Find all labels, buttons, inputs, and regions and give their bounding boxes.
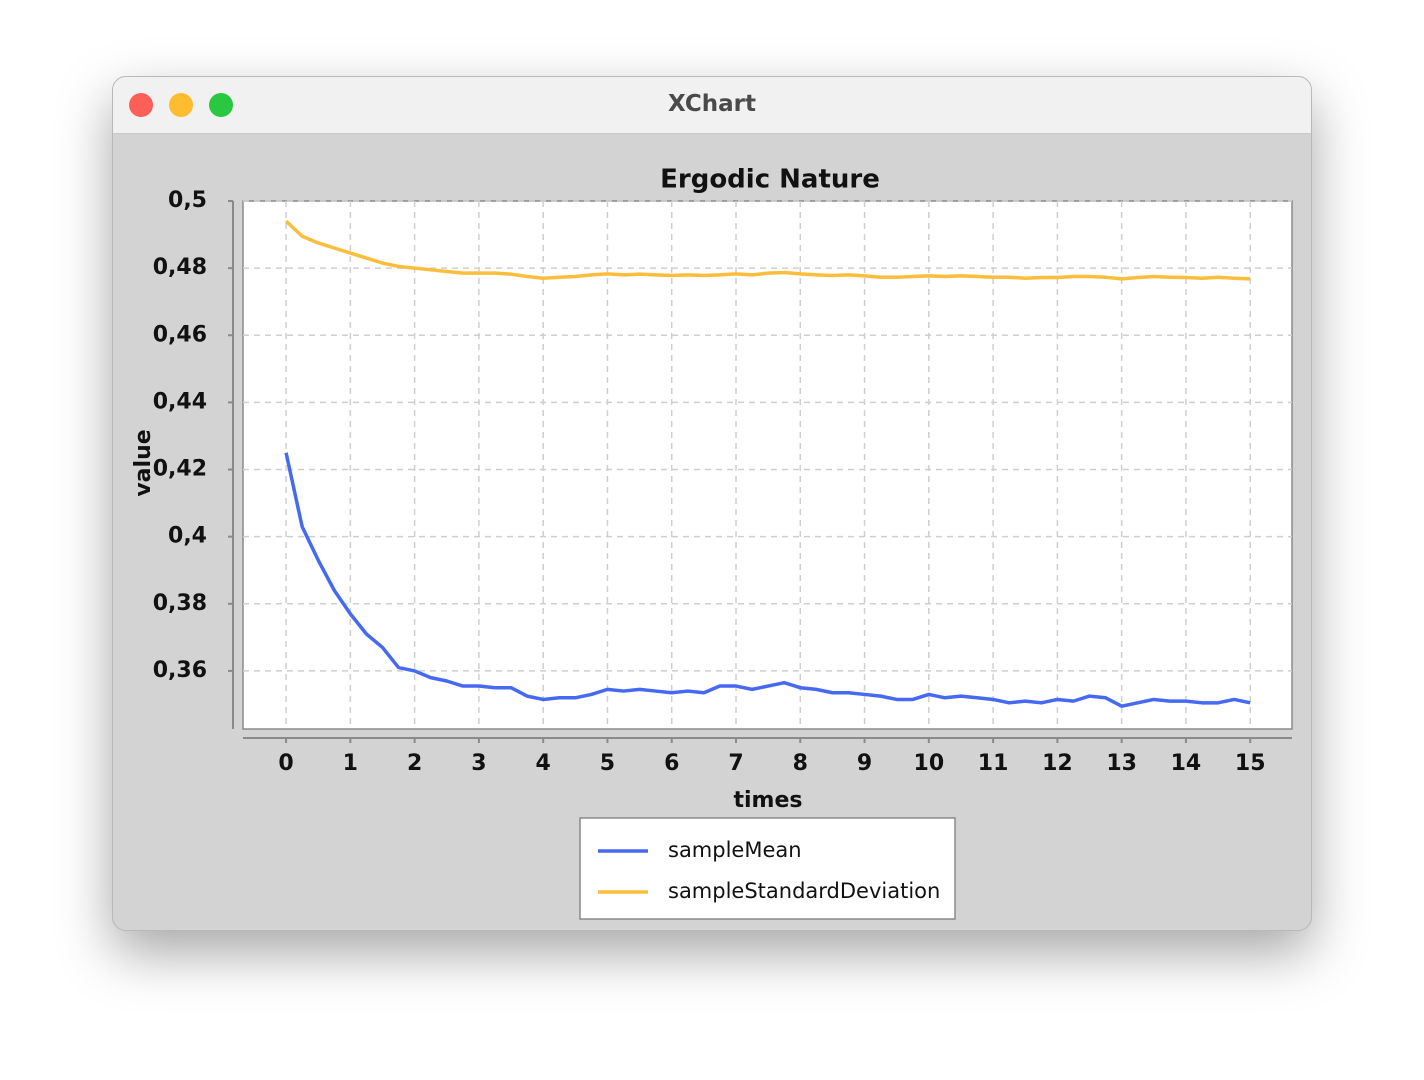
close-button[interactable] bbox=[129, 93, 153, 117]
x-tick-label: 1 bbox=[343, 751, 358, 776]
x-tick-label: 9 bbox=[857, 751, 872, 776]
x-tick-label: 2 bbox=[407, 751, 422, 776]
legend-label: sampleMean bbox=[668, 838, 802, 862]
y-tick-label: 0,38 bbox=[153, 591, 207, 616]
x-axis-title: times bbox=[734, 788, 803, 813]
x-tick-label: 3 bbox=[471, 751, 486, 776]
x-tick-label: 0 bbox=[278, 751, 293, 776]
plot-area bbox=[242, 200, 1293, 730]
y-tick-label: 0,44 bbox=[153, 389, 207, 414]
legend bbox=[579, 817, 956, 920]
y-axis-title: value bbox=[131, 429, 156, 496]
x-tick-label: 11 bbox=[978, 751, 1009, 776]
zoom-button[interactable] bbox=[209, 93, 233, 117]
x-tick-label: 7 bbox=[728, 751, 743, 776]
x-tick-label: 4 bbox=[536, 751, 551, 776]
y-tick-label: 0,46 bbox=[153, 322, 207, 347]
window-title: XChart bbox=[667, 91, 757, 117]
data-line bbox=[284, 452, 1251, 708]
x-tick-label: 12 bbox=[1042, 751, 1073, 776]
y-tick-label: 0,5 bbox=[168, 188, 207, 213]
data-line bbox=[284, 219, 1251, 281]
x-tick-label: 13 bbox=[1106, 751, 1137, 776]
x-tick-label: 6 bbox=[664, 751, 679, 776]
x-tick-label: 14 bbox=[1171, 751, 1202, 776]
y-tick-label: 0,4 bbox=[168, 524, 207, 549]
chart-title: Ergodic Nature bbox=[660, 165, 880, 195]
minimize-button[interactable] bbox=[169, 93, 193, 117]
x-tick-label: 5 bbox=[600, 751, 615, 776]
y-tick-label: 0,42 bbox=[153, 457, 207, 482]
x-tick-label: 10 bbox=[914, 751, 945, 776]
title-bar: XChart bbox=[113, 77, 1311, 134]
y-tick-label: 0,36 bbox=[153, 658, 207, 683]
legend-label: sampleStandardDeviation bbox=[668, 879, 940, 903]
x-tick-label: 15 bbox=[1235, 751, 1266, 776]
y-tick-label: 0,48 bbox=[153, 255, 207, 280]
x-tick-label: 8 bbox=[793, 751, 808, 776]
